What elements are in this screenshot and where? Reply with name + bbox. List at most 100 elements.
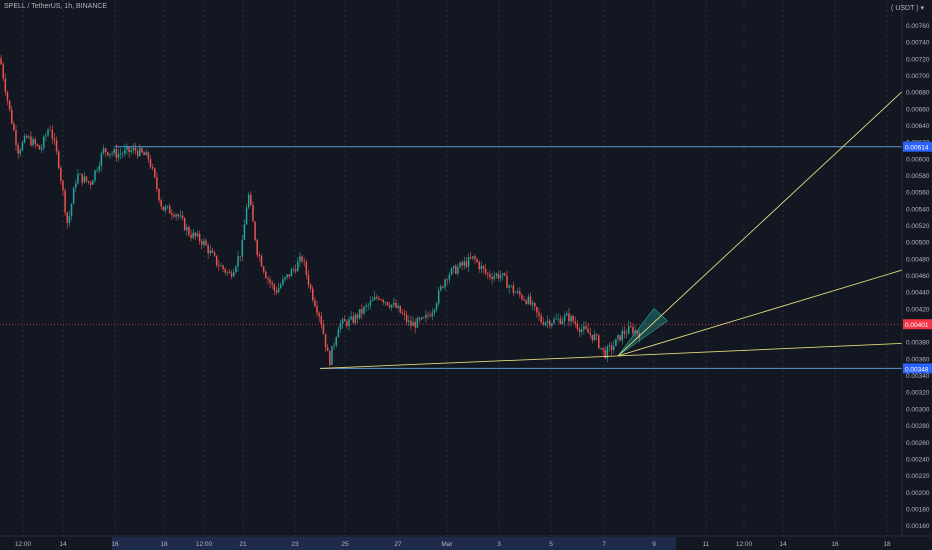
candle-body — [0, 58, 2, 65]
y-tick-label: 0.00560 — [906, 190, 930, 197]
candle-body — [589, 333, 592, 335]
candle-body — [192, 232, 194, 238]
candle-body — [346, 321, 348, 327]
candle-body — [363, 307, 365, 314]
candle-body — [205, 240, 207, 246]
candle-body — [563, 315, 566, 321]
candle-body — [329, 351, 331, 365]
candle-body — [13, 123, 15, 131]
candle-body — [207, 245, 209, 254]
candle-body — [34, 139, 36, 145]
trendline[interactable] — [617, 342, 903, 357]
candle-body — [265, 271, 267, 279]
y-tick-label: 0.00480 — [906, 256, 930, 263]
candle-body — [81, 173, 83, 183]
y-tick-label: 0.00740 — [906, 40, 930, 47]
price-axis[interactable]: 0.00760 0.00740 0.00720 0.00700 0.00680 0.006… — [903, 23, 932, 530]
candle-body — [474, 256, 476, 260]
y-tick-label: 0.00520 — [906, 223, 930, 230]
candle-body — [318, 312, 320, 317]
candle-body — [83, 176, 86, 183]
candle-body — [534, 302, 536, 307]
candle-body — [62, 180, 64, 191]
candle-body — [258, 254, 261, 257]
trendlines[interactable] — [320, 91, 903, 369]
candle-body — [369, 301, 372, 306]
time-axis[interactable]: 12:00 14 16 18 12:00 21 23 25 27 Mar 3 5 7 9 11 12:00 14… — [15, 537, 891, 550]
candle-body — [540, 315, 542, 323]
candle-body — [578, 328, 581, 333]
candle-body — [444, 279, 446, 288]
x-tick-label: 27 — [394, 541, 402, 548]
candle-body — [107, 152, 109, 156]
candle-body — [57, 151, 60, 168]
candle-body — [147, 152, 150, 160]
x-tick-label: 16 — [831, 541, 839, 548]
candle-body — [233, 272, 235, 277]
y-tick-label: 0.00260 — [906, 440, 930, 447]
candle-body — [354, 314, 357, 323]
candle-body — [548, 320, 551, 326]
candle-body — [136, 150, 139, 156]
candle-body — [104, 148, 107, 153]
level-price-badge — [903, 141, 932, 152]
candle-body — [38, 145, 41, 150]
candle-body — [139, 147, 141, 156]
candle-body — [531, 302, 534, 305]
y-tick-label: 0.00580 — [906, 173, 930, 180]
candle-body — [239, 256, 241, 257]
candle-body — [452, 265, 455, 269]
candle-body — [348, 319, 350, 327]
candle-body — [390, 304, 393, 308]
last-price-badge — [903, 319, 932, 330]
candle-body — [617, 335, 619, 339]
candle-body — [262, 266, 265, 272]
candle-body — [373, 296, 376, 300]
trendline[interactable] — [320, 355, 618, 369]
candle-body — [260, 256, 263, 267]
candle-body — [399, 305, 402, 313]
candle-body — [412, 322, 414, 326]
candle-body — [621, 330, 624, 341]
candle-body — [36, 144, 39, 146]
candle-body — [356, 314, 359, 319]
y-tick-label: 0.00200 — [906, 490, 930, 497]
candle-body — [561, 320, 564, 324]
candle-body — [367, 305, 369, 306]
candle-body — [198, 233, 201, 242]
candle-body — [403, 313, 406, 315]
candle-body — [66, 212, 68, 223]
candle-body — [352, 316, 355, 323]
candle-body — [427, 314, 429, 316]
candle-body — [316, 306, 318, 313]
x-tick-label: 21 — [239, 541, 247, 548]
candle-body — [188, 227, 190, 235]
candle-body — [371, 299, 374, 302]
y-tick-label: 0.00160 — [906, 523, 930, 530]
candle-body — [305, 261, 308, 275]
candle-body — [8, 100, 11, 110]
candle-body — [523, 299, 525, 301]
candle-body — [501, 273, 504, 276]
candle-body — [235, 266, 237, 273]
trendline[interactable] — [617, 269, 903, 357]
candle-body — [186, 227, 188, 231]
candle-body — [149, 159, 152, 168]
level-price-label: 0.00348 — [905, 366, 929, 373]
candle-body — [72, 187, 75, 204]
candle-body — [442, 286, 444, 288]
candle-body — [604, 349, 606, 358]
candle-body — [435, 303, 438, 310]
candle-body — [418, 318, 421, 320]
candle-body — [200, 241, 203, 245]
candle-body — [141, 147, 143, 153]
trendline[interactable] — [617, 91, 903, 357]
candle-body — [183, 218, 186, 231]
candle-body — [126, 147, 128, 150]
candle-body — [576, 323, 579, 329]
currency-selector[interactable]: ( USDT ) ▾ — [891, 5, 924, 12]
y-tick-label: 0.00360 — [906, 356, 930, 363]
candle-body — [341, 319, 344, 324]
candle-body — [610, 345, 613, 351]
